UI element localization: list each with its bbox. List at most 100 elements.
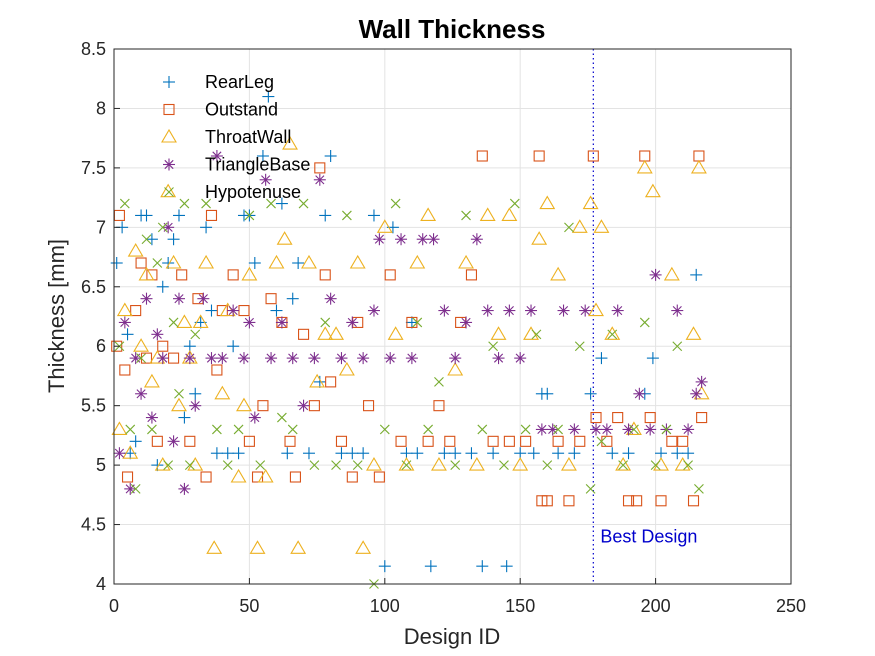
data-point	[470, 233, 483, 246]
legend-label: RearLeg	[205, 72, 274, 92]
data-point	[509, 198, 520, 209]
data-point	[227, 340, 240, 353]
data-point	[135, 387, 148, 400]
series-hypotenuse	[114, 198, 704, 589]
data-point	[172, 209, 185, 222]
legend-item-throatwall: ThroatWall	[161, 127, 291, 147]
data-point	[422, 435, 434, 447]
data-point	[447, 361, 464, 376]
data-point	[219, 302, 236, 317]
data-point	[256, 150, 269, 162]
data-point	[168, 317, 179, 328]
data-point	[600, 423, 613, 436]
data-point	[604, 326, 621, 340]
data-point	[438, 304, 451, 317]
data-point	[535, 423, 548, 436]
data-point	[257, 468, 274, 483]
data-point	[241, 266, 258, 281]
data-point	[200, 471, 212, 483]
data-point	[607, 329, 618, 340]
x-tick-label: 200	[641, 596, 671, 616]
data-point	[696, 412, 708, 424]
data-point	[488, 341, 499, 352]
data-point	[384, 269, 396, 281]
data-point	[227, 269, 239, 281]
data-point	[265, 352, 278, 365]
data-point	[646, 352, 659, 365]
data-point	[119, 364, 131, 376]
data-point	[636, 159, 653, 174]
data-point	[244, 210, 255, 221]
data-point	[198, 254, 215, 269]
data-point	[206, 540, 223, 554]
data-point	[476, 560, 489, 573]
data-point	[233, 424, 244, 435]
data-point	[341, 210, 352, 221]
data-point	[116, 302, 133, 317]
data-point	[631, 495, 643, 507]
data-point	[465, 447, 478, 460]
data-point	[650, 460, 661, 471]
data-point	[655, 495, 667, 507]
data-point	[346, 316, 359, 329]
data-point	[574, 435, 586, 447]
data-point	[346, 447, 359, 460]
data-point	[690, 159, 707, 174]
data-point	[579, 304, 592, 317]
data-point	[468, 457, 485, 471]
y-tick-label: 6	[96, 336, 106, 356]
data-point	[409, 254, 426, 269]
data-point	[550, 266, 567, 281]
data-point	[438, 447, 451, 460]
data-point	[633, 387, 646, 400]
data-point	[384, 352, 397, 365]
data-point	[319, 209, 332, 222]
data-point	[210, 447, 223, 460]
data-point	[200, 221, 213, 234]
data-point	[286, 292, 299, 305]
data-point	[682, 447, 695, 460]
data-point	[527, 447, 540, 460]
legend-marker	[161, 128, 177, 143]
data-point	[325, 376, 337, 388]
data-point	[179, 198, 190, 209]
data-point	[338, 361, 355, 376]
data-point	[237, 352, 250, 365]
legend-item-trianglebase: TriangleBase	[163, 155, 310, 175]
data-point	[111, 340, 123, 352]
data-point	[479, 207, 496, 221]
data-point	[276, 231, 293, 245]
data-point	[248, 411, 261, 424]
data-point	[154, 457, 171, 471]
data-point	[539, 195, 556, 210]
data-point	[292, 257, 305, 269]
data-point	[236, 397, 252, 412]
data-point	[568, 447, 581, 460]
x-tick-label: 250	[776, 596, 806, 616]
data-point	[405, 352, 418, 365]
data-point	[557, 304, 570, 317]
y-tick-label: 6.5	[81, 277, 106, 297]
data-point	[189, 387, 202, 400]
data-point	[184, 435, 196, 447]
data-point	[564, 222, 574, 233]
data-point	[270, 304, 283, 317]
reference-line-group: Best Design	[592, 49, 697, 584]
data-point	[222, 460, 233, 471]
data-point	[156, 280, 169, 293]
data-point	[287, 424, 298, 435]
data-point	[412, 317, 423, 328]
data-point	[335, 435, 348, 447]
data-point	[612, 412, 624, 424]
data-point	[149, 350, 166, 364]
data-point	[424, 560, 437, 573]
data-point	[309, 373, 326, 388]
data-point	[595, 352, 608, 365]
data-point	[444, 435, 456, 447]
legend-label: TriangleBase	[205, 155, 310, 175]
data-point	[162, 221, 175, 234]
legend-marker	[163, 158, 175, 171]
data-point	[449, 447, 462, 460]
data-point	[214, 385, 231, 400]
